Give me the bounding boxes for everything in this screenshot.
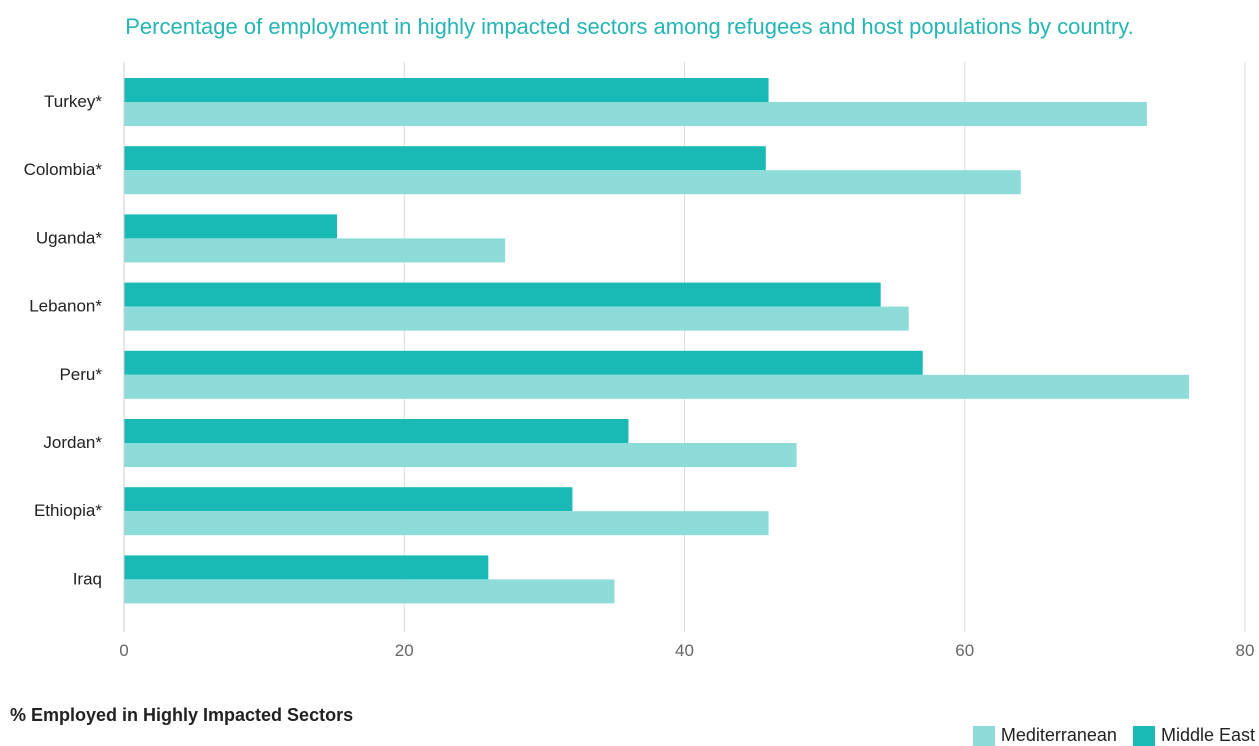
bar-colombia-mediterranean[interactable] bbox=[124, 170, 1021, 195]
bar-chart: 0 20 40 60 80 Turkey* Colombia* Uganda* Lebanon*… bbox=[24, 62, 1255, 660]
bar-colombia-middle-east[interactable] bbox=[124, 146, 766, 171]
x-tick-label: 40 bbox=[675, 641, 694, 660]
bar-peru-middle-east[interactable] bbox=[124, 350, 923, 375]
x-tick-label: 60 bbox=[955, 641, 974, 660]
chart-title: Percentage of employment in highly impac… bbox=[125, 14, 1134, 39]
legend-swatch-middle-east bbox=[1132, 725, 1155, 746]
category-label-iraq: Iraq bbox=[73, 569, 102, 588]
bar-uganda-middle-east[interactable] bbox=[124, 214, 337, 239]
x-axis-label: % Employed in Highly Impacted Sectors bbox=[10, 705, 354, 725]
bar-jordan-mediterranean[interactable] bbox=[124, 443, 797, 467]
category-label-ethiopia: Ethiopia* bbox=[34, 501, 102, 520]
bar-lebanon-middle-east[interactable] bbox=[124, 282, 881, 307]
bar-iraq-middle-east[interactable] bbox=[124, 555, 489, 580]
category-label-peru: Peru* bbox=[59, 365, 102, 384]
bar-lebanon-mediterranean[interactable] bbox=[124, 306, 909, 331]
category-label-turkey: Turkey* bbox=[44, 92, 102, 111]
category-label-uganda: Uganda* bbox=[36, 228, 103, 247]
category-label-colombia: Colombia* bbox=[24, 160, 103, 179]
bar-ethiopia-middle-east[interactable] bbox=[124, 487, 573, 512]
category-label-jordan: Jordan* bbox=[43, 433, 102, 452]
legend-item-middle-east[interactable]: Middle East bbox=[1132, 725, 1255, 746]
x-tick-label: 20 bbox=[395, 641, 414, 660]
bar-ethiopia-mediterranean[interactable] bbox=[124, 511, 769, 536]
bar-peru-mediterranean[interactable] bbox=[124, 374, 1189, 399]
legend-label-mediterranean: Mediterranean bbox=[1000, 725, 1117, 745]
x-tick-label: 80 bbox=[1236, 641, 1255, 660]
legend-item-mediterranean[interactable]: Mediterranean bbox=[972, 725, 1117, 746]
legend-swatch-mediterranean bbox=[972, 725, 995, 746]
bar-turkey-mediterranean[interactable] bbox=[124, 102, 1147, 126]
legend: Mediterranean Middle East bbox=[972, 725, 1255, 746]
bar-iraq-mediterranean[interactable] bbox=[124, 579, 615, 604]
bar-uganda-mediterranean[interactable] bbox=[124, 238, 506, 263]
x-tick-label: 0 bbox=[119, 641, 128, 660]
bar-jordan-middle-east[interactable] bbox=[124, 419, 629, 443]
category-label-lebanon: Lebanon* bbox=[29, 297, 102, 316]
bar-turkey-middle-east[interactable] bbox=[124, 78, 769, 102]
legend-label-middle-east: Middle East bbox=[1160, 725, 1255, 745]
